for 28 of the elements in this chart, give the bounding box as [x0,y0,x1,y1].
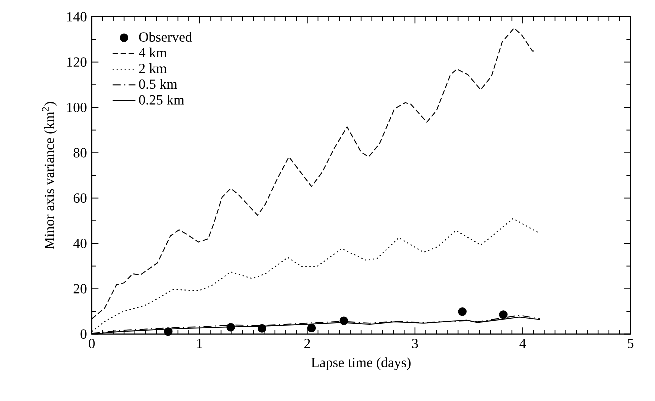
point [226,323,236,332]
y-tick-label: 40 [74,238,87,248]
y-tick-label: 80 [74,148,87,158]
x-tick-label: 5 [628,339,634,348]
y-tick-label: 60 [74,194,87,204]
point [258,324,266,333]
y-tick-label: 120 [68,58,87,68]
x-tick-label: 1 [197,339,202,348]
y-tick-label: 100 [68,102,87,112]
x-tick-label: 3 [412,339,418,348]
point [308,324,316,332]
legend-label: 0.5 km [139,79,178,90]
point [499,310,508,320]
y-tick-label: 140 [68,12,87,22]
x-tick-label: 2 [304,339,310,348]
point [340,316,348,326]
y-tick-label: 0 [80,330,87,340]
x-axis-title: Lapse time (days) [312,358,411,370]
legend-label: 4 km [139,48,167,58]
point [164,328,173,336]
y-axis-title: Minor axis variance (km$^{2}$) [42,102,58,250]
legend-label: 0.25 km [139,94,184,105]
legend-label: Observed [139,32,192,42]
x-tick-label: 4 [520,339,526,348]
x-tick-label: 0 [89,339,95,348]
point [458,308,467,316]
legend-label: 2 km [139,64,167,74]
y-tick-label: 20 [74,284,87,294]
